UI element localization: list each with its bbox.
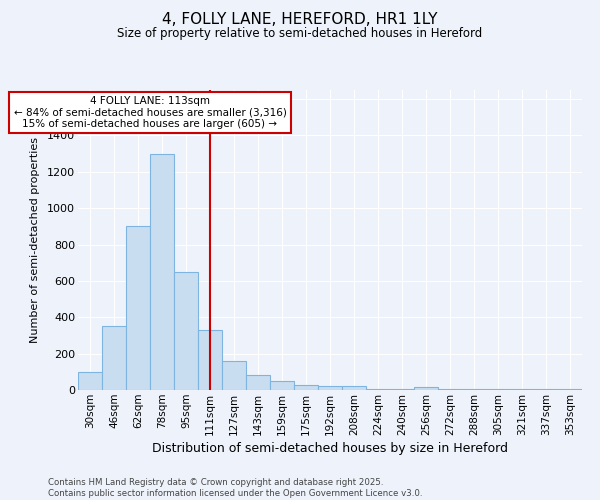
Bar (558, 389, 582, 390)
Bar (462, 389, 486, 390)
Bar (366, 389, 390, 390)
Bar (414, 388, 438, 390)
Bar (486, 389, 510, 390)
Bar (510, 389, 534, 390)
Bar (198, 330, 222, 390)
Text: 4, FOLLY LANE, HEREFORD, HR1 1LY: 4, FOLLY LANE, HEREFORD, HR1 1LY (162, 12, 438, 28)
X-axis label: Distribution of semi-detached houses by size in Hereford: Distribution of semi-detached houses by … (152, 442, 508, 455)
Y-axis label: Number of semi-detached properties: Number of semi-detached properties (30, 137, 40, 343)
Bar (222, 361, 246, 390)
Bar (390, 389, 414, 390)
Bar (150, 154, 174, 390)
Bar (342, 386, 366, 390)
Text: Size of property relative to semi-detached houses in Hereford: Size of property relative to semi-detach… (118, 28, 482, 40)
Bar (78, 372, 102, 390)
Text: 4 FOLLY LANE: 113sqm
← 84% of semi-detached houses are smaller (3,316)
15% of se: 4 FOLLY LANE: 113sqm ← 84% of semi-detac… (14, 96, 286, 129)
Bar (534, 389, 558, 390)
Bar (246, 376, 270, 390)
Bar (270, 381, 294, 390)
Text: Contains HM Land Registry data © Crown copyright and database right 2025.
Contai: Contains HM Land Registry data © Crown c… (48, 478, 422, 498)
Bar (438, 389, 462, 390)
Bar (174, 272, 198, 390)
Bar (102, 326, 126, 390)
Bar (294, 386, 318, 390)
Bar (318, 386, 342, 390)
Bar (126, 226, 150, 390)
